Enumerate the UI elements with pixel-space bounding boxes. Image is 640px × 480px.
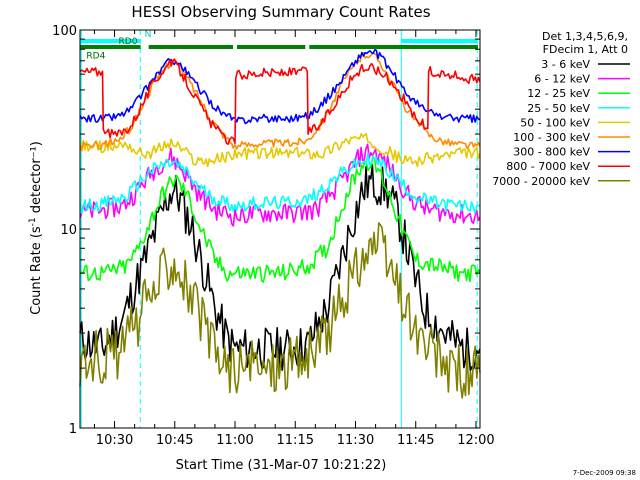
- legend-entry-label: 50 - 100 keV: [520, 116, 590, 129]
- x-axis-label: Start Time (31-Mar-07 10:21:22): [176, 458, 387, 473]
- series-line-5: [79, 133, 481, 168]
- series-line-3: [79, 155, 481, 283]
- legend-entry-label: 7000 - 20000 keV: [492, 175, 590, 188]
- legend-header-line-2: FDecim 1, Att 0: [543, 43, 628, 56]
- annotation-label: RD0: [119, 37, 138, 47]
- footer-timestamp: 7-Dec-2009 09:38: [573, 469, 636, 477]
- legend-entry-label: 300 - 800 keV: [513, 146, 590, 159]
- legend-entry-label: 25 - 50 keV: [527, 102, 590, 115]
- y-tick-label: 100: [52, 24, 77, 39]
- series-line-7: [79, 48, 481, 125]
- legend-entry-label: 100 - 300 keV: [513, 131, 590, 144]
- y-tick-label: 10: [60, 223, 77, 238]
- legend-header-line-1: Det 1,3,4,5,6,9,: [542, 30, 628, 43]
- y-axis-label-main: Count Rate (s: [29, 226, 44, 315]
- y-axis: 1 10 100: [52, 24, 480, 437]
- legend-entry-label: 800 - 7000 keV: [506, 160, 590, 173]
- x-tick-label: 12:00: [457, 433, 494, 448]
- chart-title: HESSI Observing Summary Count Rates: [131, 3, 430, 21]
- series-line-8: [79, 58, 481, 145]
- x-tick-label: 10:45: [156, 433, 193, 448]
- annotation-label: RD4: [86, 51, 105, 61]
- legend-entry-label: 3 - 6 keV: [541, 58, 590, 71]
- x-tick-label: 10:30: [96, 433, 133, 448]
- legend: Det 1,3,4,5,6,9, FDecim 1, Att 0 3 - 6 k…: [492, 30, 630, 188]
- legend-entry-label: 6 - 12 keV: [534, 73, 590, 86]
- series-line-4: [79, 152, 481, 214]
- y-axis-label-tail: detector⁻¹): [29, 141, 44, 217]
- legend-entry-label: 12 - 25 keV: [527, 87, 590, 100]
- x-tick-label: 11:30: [337, 433, 374, 448]
- y-tick-label: 1: [69, 422, 77, 437]
- bars-layer: [80, 39, 478, 49]
- x-tick-label: 11:45: [397, 433, 434, 448]
- x-tick-label: 11:00: [216, 433, 253, 448]
- series-line-2: [79, 143, 481, 227]
- series-layer: [79, 48, 481, 399]
- y-axis-label: Count Rate (s-1 detector⁻¹): [28, 141, 44, 315]
- series-line-9: [79, 222, 481, 399]
- x-tick-label: 11:15: [277, 433, 314, 448]
- annotation-layer: N RD0 RD4: [86, 30, 151, 61]
- x-axis: 10:30 10:45 11:00 11:15 11:30 11:45 12:00: [93, 30, 495, 448]
- annotation-label: N: [145, 30, 152, 40]
- series-line-1: [79, 164, 481, 372]
- y-axis-label-exp: -1: [28, 217, 38, 226]
